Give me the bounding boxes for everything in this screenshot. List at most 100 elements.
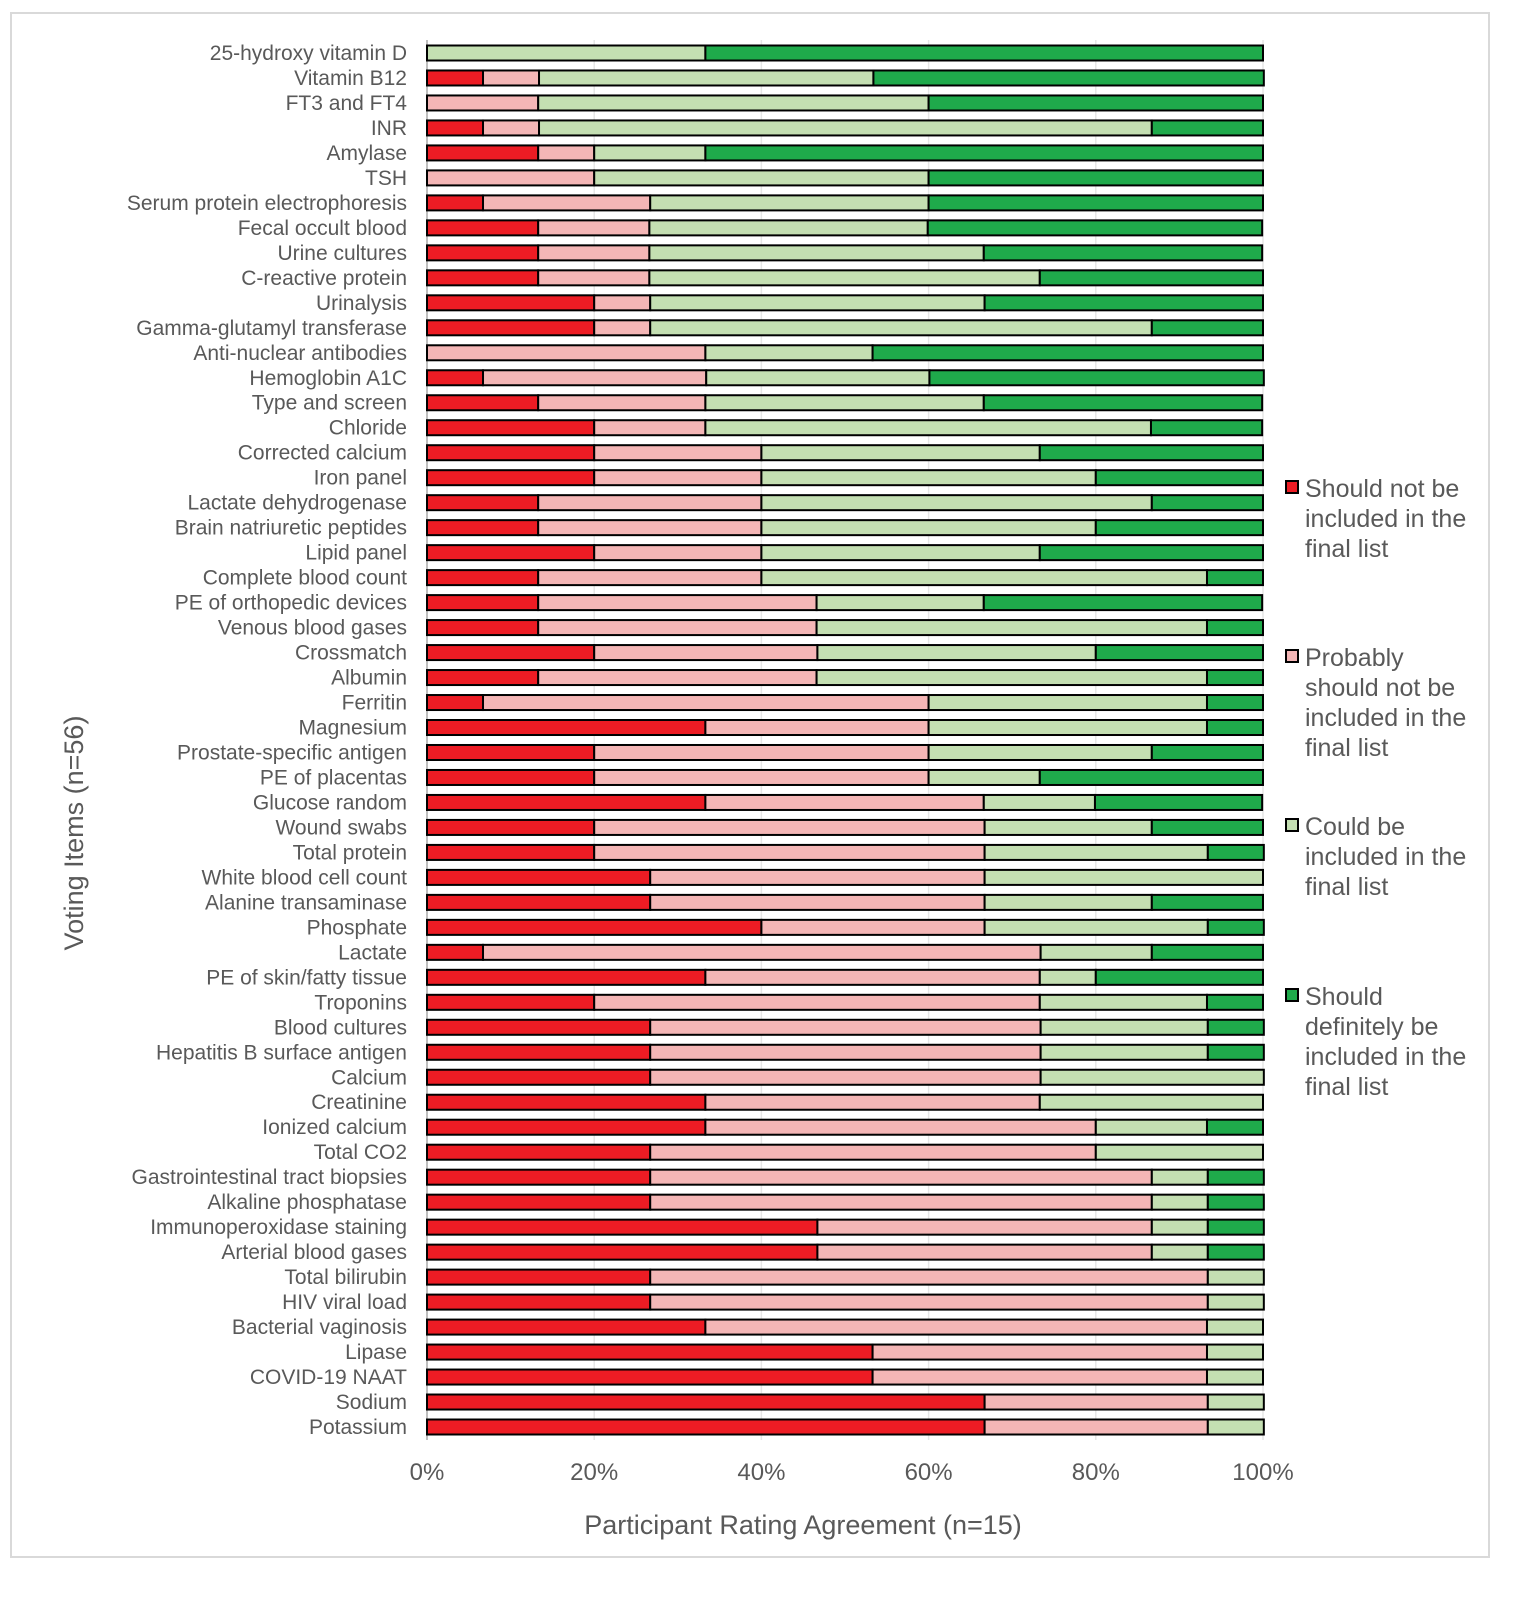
category-label: Iron panel [314, 467, 407, 490]
legend-label: included in the [1305, 843, 1466, 871]
category-label: Wound swabs [275, 816, 407, 839]
bar-segment [426, 918, 763, 936]
legend-label: included in the [1305, 704, 1466, 732]
bar-segment [426, 419, 596, 437]
bar-segment [705, 369, 931, 387]
bar-segment [593, 544, 763, 562]
bar-segment [1150, 1193, 1209, 1211]
bar-segment [426, 594, 540, 612]
category-label: Alanine transaminase [205, 891, 407, 914]
bar-segment [1205, 1118, 1265, 1136]
category-label: Complete blood count [203, 567, 407, 590]
category-label: Total bilirubin [284, 1266, 407, 1289]
bar-segment [426, 694, 485, 712]
bar-segment [1206, 918, 1265, 936]
bar-segment [593, 993, 1041, 1011]
bar-segment [426, 1093, 707, 1111]
category-label: Calcium [331, 1066, 407, 1089]
category-label: Serum protein electrophoresis [127, 192, 407, 215]
bar-segment [760, 444, 1041, 462]
x-tick-label: 0% [410, 1459, 445, 1486]
bar-segment [1038, 768, 1264, 786]
category-label: Hepatitis B surface antigen [156, 1041, 407, 1064]
bar-segment [426, 294, 596, 312]
bar-segment [927, 719, 1208, 737]
bar-segment [1094, 1118, 1208, 1136]
bar-segment [537, 619, 818, 637]
bar-segment [1150, 319, 1265, 337]
bar-segment [649, 868, 986, 886]
bar-segment [816, 1218, 1153, 1236]
category-label: Total CO2 [314, 1141, 407, 1164]
bar-segment [760, 569, 1208, 587]
bar-segment [927, 194, 1264, 212]
bar-segment [983, 868, 1264, 886]
bar-segment [649, 1268, 1209, 1286]
bar-segment [593, 169, 930, 187]
bar-segment [426, 1268, 652, 1286]
bar-segment [482, 194, 652, 212]
bar-segment [1094, 968, 1265, 986]
bar-segment [704, 1318, 1208, 1336]
x-tick-label: 20% [570, 1459, 618, 1486]
category-label: Hemoglobin A1C [249, 367, 407, 390]
bar-segment [927, 768, 1041, 786]
category-label: PE of placentas [260, 766, 407, 789]
category-label: Venous blood gases [218, 617, 407, 640]
bar-segment [426, 943, 485, 961]
bar-segment [704, 793, 985, 811]
category-label: Chloride [329, 417, 407, 440]
legend-label: Should not be [1305, 475, 1459, 503]
bar-segment [426, 519, 540, 537]
bar-segment [426, 469, 596, 487]
bar-segment [704, 44, 1264, 62]
category-label: PE of orthopedic devices [175, 592, 407, 615]
legend-label: definitely be [1305, 1013, 1438, 1041]
bar-segment [649, 194, 930, 212]
category-label: Creatinine [311, 1091, 407, 1114]
legend-label: should not be [1305, 674, 1455, 702]
bar-segment [426, 394, 540, 412]
bar-segment [426, 1318, 707, 1336]
category-label: Brain natriuretic peptides [175, 517, 407, 540]
legend-label: final list [1305, 734, 1388, 762]
category-label: Corrected calcium [238, 442, 407, 465]
category-label: 25-hydroxy vitamin D [210, 42, 407, 65]
bar-segment [704, 394, 985, 412]
bar-segment [593, 144, 707, 162]
bar-segment [1205, 1318, 1265, 1336]
bar-segment [649, 1143, 1097, 1161]
bar-segment [1150, 893, 1265, 911]
category-label: Potassium [309, 1416, 407, 1439]
bar-segment [537, 494, 763, 512]
bar-segment [871, 344, 1264, 362]
bar-segment [537, 669, 818, 687]
bar-segment [1150, 818, 1265, 836]
bar-segment [649, 1168, 1153, 1186]
bar-segment [1206, 843, 1265, 861]
bar-segment [760, 918, 986, 936]
bar-segment [815, 594, 985, 612]
bar-segment [482, 369, 708, 387]
legend-label: final list [1305, 873, 1388, 901]
bar-segment [872, 69, 1265, 87]
bar-segment [1039, 1043, 1209, 1061]
chart-frame [10, 12, 1490, 1558]
category-label: Arterial blood gases [221, 1241, 407, 1264]
bar-segment [1205, 1368, 1265, 1386]
category-label: Sodium [336, 1391, 407, 1414]
category-label: INR [371, 117, 407, 140]
bar-segment [593, 469, 763, 487]
category-label: White blood cell count [202, 866, 408, 889]
bar-segment [426, 768, 596, 786]
bar-segment [1206, 1393, 1265, 1411]
bar-segment [426, 119, 485, 137]
bar-segment [1038, 1093, 1264, 1111]
legend-label: included in the [1305, 505, 1466, 533]
bar-segment [983, 1418, 1209, 1436]
bar-segment [1149, 419, 1264, 437]
bar-segment [1206, 1218, 1265, 1236]
bar-segment [983, 1393, 1209, 1411]
